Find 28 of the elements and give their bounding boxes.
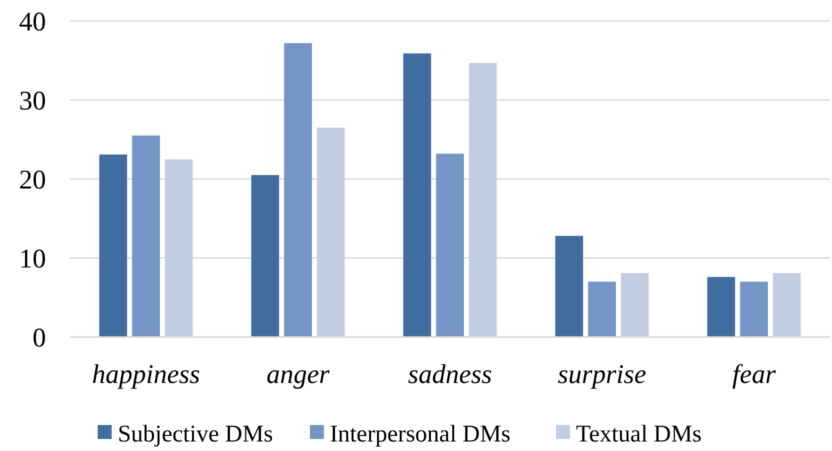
bar: [164, 159, 193, 337]
bar: [403, 53, 432, 337]
bar: [436, 154, 464, 337]
bar: [284, 43, 312, 337]
bar: [620, 273, 649, 337]
legend-label: Subjective DMs: [118, 421, 274, 448]
bar: [132, 136, 160, 337]
bar: [99, 154, 128, 337]
legend-label: Textual DMs: [576, 421, 702, 448]
y-tick-label: 10: [19, 243, 46, 274]
y-tick-label: 0: [32, 322, 46, 352]
bar: [468, 62, 497, 337]
y-tick-label: 40: [19, 6, 46, 36]
x-tick-label: happiness: [92, 359, 200, 389]
bar: [772, 273, 801, 337]
bar: [555, 236, 584, 337]
legend-label: Interpersonal DMs: [330, 421, 511, 448]
x-tick-label: anger: [266, 359, 330, 389]
x-tick-label: surprise: [558, 359, 646, 389]
y-tick-label: 20: [19, 164, 46, 194]
bar: [316, 128, 345, 337]
bar: [707, 276, 736, 337]
bar: [251, 175, 280, 337]
y-tick-label: 30: [19, 85, 46, 116]
bar: [740, 282, 768, 337]
bar: [588, 282, 616, 337]
x-tick-label: sadness: [408, 359, 492, 389]
x-tick-label: fear: [732, 359, 776, 389]
